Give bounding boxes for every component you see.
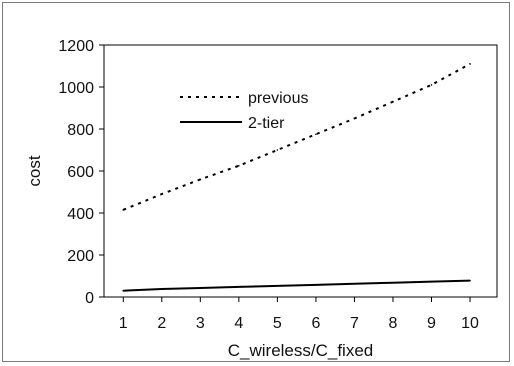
data-point-2-tier: [160, 288, 163, 290]
legend-label-previous: previous: [248, 90, 308, 107]
x-tick-label: 6: [311, 315, 320, 332]
x-tick-label: 10: [461, 315, 479, 332]
data-point-previous: [276, 149, 279, 151]
y-tick-label: 1200: [58, 38, 94, 55]
data-point-previous: [353, 117, 356, 120]
x-tick-label: 9: [427, 315, 436, 332]
x-axis-label: C_wireless/C_fixed: [228, 341, 374, 360]
data-point-2-tier: [199, 287, 202, 289]
x-tick-label: 1: [119, 315, 128, 332]
x-tick-label: 4: [234, 315, 243, 332]
data-point-previous: [430, 84, 433, 86]
legend: previous 2-tier: [180, 90, 308, 132]
data-point-2-tier: [430, 280, 433, 283]
series-line-previous: [122, 63, 471, 211]
y-tick-label: 600: [67, 164, 94, 181]
data-point-2-tier: [392, 281, 394, 284]
x-tick-label: 3: [196, 315, 205, 332]
data-point-2-tier: [315, 284, 317, 286]
data-point-previous: [160, 193, 163, 195]
series-layer: [122, 63, 471, 292]
y-tick-label: 1000: [58, 80, 94, 97]
x-tick-label: 7: [350, 315, 359, 332]
data-point-previous: [238, 164, 240, 167]
x-axis: 1 2 3 4 5 6 7 8 9 10: [119, 297, 479, 332]
data-point-previous: [469, 63, 471, 65]
x-tick-label: 5: [273, 315, 282, 332]
data-point-previous: [122, 209, 125, 211]
y-tick-label: 200: [67, 248, 94, 265]
plot-border: [103, 44, 498, 298]
legend-label-2-tier: 2-tier: [248, 115, 285, 132]
series-line-2-tier: [123, 279, 471, 292]
data-point-2-tier: [238, 286, 240, 288]
y-tick-label: 400: [67, 206, 94, 223]
y-tick-label: 0: [85, 290, 94, 307]
data-point-2-tier: [276, 285, 279, 287]
data-point-previous: [315, 133, 317, 136]
y-tick-label: 800: [67, 122, 94, 139]
y-axis-label: cost: [25, 155, 44, 186]
chart-frame: [2, 2, 510, 362]
x-tick-label: 2: [157, 315, 166, 332]
data-point-previous: [392, 100, 394, 103]
plot-area: [103, 44, 498, 298]
data-point-previous: [199, 178, 202, 181]
y-axis: 0 200 400 600 800 1000 1200: [58, 38, 104, 307]
data-point-2-tier: [353, 282, 356, 285]
data-point-2-tier: [469, 279, 471, 282]
x-tick-label: 8: [389, 315, 398, 332]
data-point-2-tier: [122, 289, 125, 292]
